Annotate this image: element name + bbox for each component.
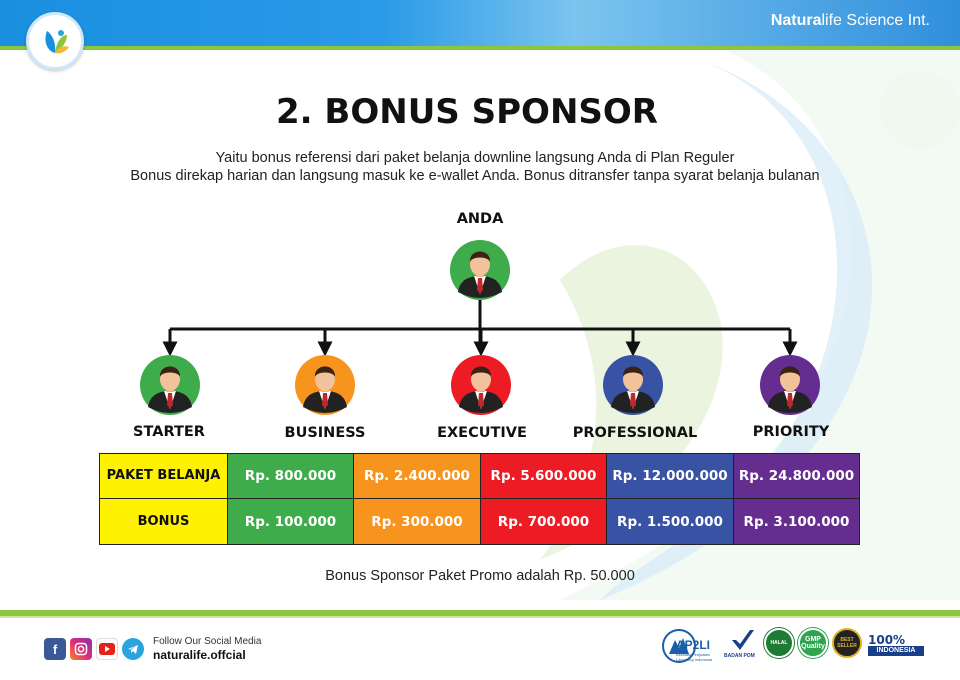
header-bar (0, 0, 960, 46)
page-subtitle: Yaitu bonus referensi dari paket belanja… (0, 149, 950, 185)
promo-note: Bonus Sponsor Paket Promo adalah Rp. 50.… (325, 568, 635, 584)
cell-paket-executive: Rp. 5.600.000 (480, 453, 607, 499)
cell-bonus-priority: Rp. 3.100.000 (733, 498, 860, 545)
subtitle-line-1: Yaitu bonus referensi dari paket belanja… (215, 150, 735, 166)
person-icon-starter (140, 355, 200, 415)
cell-paket-priority: Rp. 24.800.000 (733, 453, 860, 499)
person-icon-business-hair (314, 366, 336, 377)
table-row-bonus: BONUS Rp. 100.000 Rp. 300.000 Rp. 700.00… (99, 498, 860, 545)
node-label-executive: EXECUTIVE (437, 425, 527, 441)
person-icon-executive-tie (478, 393, 484, 408)
node-label-priority: PRIORITY (752, 424, 830, 440)
hundred-percent-label: 100% (868, 633, 906, 647)
cell-paket-business: Rp. 2.400.000 (353, 453, 481, 499)
person-icon-priority-tie (787, 393, 793, 408)
person-icon-business-tie (322, 393, 328, 408)
row-header-paket-belanja: PAKET BELANJA (99, 453, 228, 499)
youtube-icon[interactable] (96, 638, 118, 660)
page-title: 2. BONUS SPONSOR (276, 92, 658, 132)
row-header-bonus: BONUS (99, 498, 228, 545)
halal-badge: HALAL (764, 628, 794, 658)
indonesia-label: INDONESIA (868, 646, 924, 656)
person-icon-priority (760, 355, 820, 415)
header-accent-line (0, 46, 960, 50)
person-icon-anda (450, 240, 510, 300)
bonus-table: PAKET BELANJA Rp. 800.000 Rp. 2.400.000 … (99, 453, 860, 545)
node-label-starter: STARTER (133, 424, 205, 440)
person-icon-executive-hair (470, 366, 492, 377)
butterfly-leaf-icon (45, 30, 69, 54)
node-label-anda: ANDA (456, 211, 504, 227)
badan-pom-logo-icon (732, 630, 754, 650)
person-icon-priority-hair (779, 366, 801, 377)
facebook-icon[interactable]: f (44, 638, 66, 660)
person-icon-starter-hair (159, 366, 181, 377)
person-icon-anda-tie (477, 278, 483, 293)
cell-bonus-starter: Rp. 100.000 (227, 498, 354, 545)
badan-pom-label: BADAN POM (724, 653, 755, 659)
ap2li-logo-icon (662, 629, 696, 663)
footer-accent-line (0, 610, 960, 616)
person-icon-executive (451, 355, 511, 415)
tree-nodes (140, 240, 820, 415)
naturalife-logo (26, 12, 84, 70)
sponsor-tree-diagram (140, 240, 820, 415)
gmp-badge: GMP Quality (798, 628, 828, 658)
brand-name-rest: life Science Int. (821, 12, 931, 29)
subtitle-line-2: Bonus direkap harian dan langsung masuk … (130, 168, 820, 184)
person-icon-professional-tie (630, 393, 636, 408)
social-icons: f (44, 638, 144, 660)
social-handle[interactable]: naturalife.offcial (153, 648, 246, 662)
node-label-professional: PROFESSIONAL (572, 425, 698, 441)
cell-bonus-business: Rp. 300.000 (353, 498, 481, 545)
person-icon-anda-hair (469, 251, 491, 262)
cell-paket-starter: Rp. 800.000 (227, 453, 354, 499)
brand-name-bold: Natura (770, 12, 822, 29)
best-seller-badge: BEST SELLER (832, 628, 862, 658)
person-icon-starter-tie (167, 393, 173, 408)
person-icon-professional (603, 355, 663, 415)
cell-bonus-professional: Rp. 1.500.000 (606, 498, 734, 545)
cell-paket-professional: Rp. 12.000.000 (606, 453, 734, 499)
follow-social-text: Follow Our Social Media (153, 636, 262, 647)
instagram-icon[interactable] (70, 638, 92, 660)
person-icon-professional-hair (622, 366, 644, 377)
table-row-paket-belanja: PAKET BELANJA Rp. 800.000 Rp. 2.400.000 … (99, 453, 860, 499)
footer-accent-line-light (0, 616, 960, 618)
ap2li-subtext: Asosiasi Penjualan Langsung Indonesia (676, 652, 713, 662)
brand-name: Naturalife Science Int. (771, 12, 930, 30)
tree-connector-lines (162, 300, 798, 357)
telegram-icon[interactable] (122, 638, 144, 660)
person-icon-business (295, 355, 355, 415)
node-label-business: BUSINESS (284, 425, 366, 441)
ap2li-label: AP2LI (676, 638, 711, 652)
cell-bonus-executive: Rp. 700.000 (480, 498, 607, 545)
